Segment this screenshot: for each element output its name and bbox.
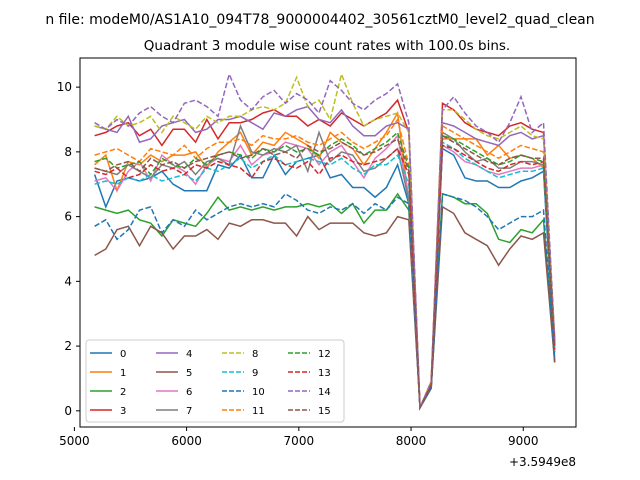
y-tick-label: 6 (64, 210, 72, 224)
plot-lines (93, 71, 556, 411)
legend-label-15: 15 (318, 406, 331, 417)
legend-label-14: 14 (318, 387, 331, 398)
legend-box (85, 339, 345, 423)
series-line-15 (94, 134, 556, 411)
legend-label-9: 9 (252, 368, 258, 379)
legend-label-3: 3 (120, 406, 126, 417)
series-line-7 (94, 123, 556, 411)
x-tick-label: 5000 (59, 434, 90, 448)
legend-label-0: 0 (120, 349, 126, 360)
legend-label-13: 13 (318, 368, 331, 379)
x-tick-label: 8000 (396, 434, 427, 448)
legend-label-2: 2 (120, 387, 126, 398)
y-tick-label: 8 (64, 145, 72, 159)
legend-label-7: 7 (186, 406, 192, 417)
series-line-13 (94, 144, 556, 411)
series-line-8 (94, 71, 556, 408)
legend-label-5: 5 (186, 368, 192, 379)
x-tick-label: 7000 (284, 434, 315, 448)
series-line-5 (94, 205, 556, 411)
legend-label-10: 10 (252, 387, 265, 398)
y-axis: 0 2 4 6 8 10 (57, 80, 80, 418)
y-tick-label: 10 (57, 80, 72, 94)
legend-label-1: 1 (120, 368, 126, 379)
legend-label-4: 4 (186, 349, 192, 360)
x-axis: 5000 6000 7000 8000 9000 (59, 427, 539, 448)
x-tick-label: 6000 (171, 434, 202, 448)
axes-frame (79, 57, 577, 428)
y-tick-label: 4 (64, 274, 72, 288)
legend-label-8: 8 (252, 349, 258, 360)
figure-suptitle: n file: modeM0/AS1A10_094T78_9000004402_… (45, 12, 594, 28)
series-line-9 (94, 140, 556, 411)
series-line-10 (94, 192, 556, 411)
x-tick-label: 9000 (508, 434, 539, 448)
series-line-3 (94, 98, 556, 408)
legend-label-11: 11 (252, 406, 265, 417)
series-line-14 (94, 71, 556, 408)
series-line-11 (94, 117, 556, 408)
legend-label-12: 12 (318, 349, 331, 360)
y-tick-label: 0 (64, 404, 72, 418)
y-tick-label: 2 (64, 339, 72, 353)
x-offset-label: +3.5949e8 (509, 455, 576, 469)
legend-label-6: 6 (186, 387, 192, 398)
series-line-4 (94, 105, 556, 408)
chart-title: Quadrant 3 module wise count rates with … (144, 38, 510, 54)
